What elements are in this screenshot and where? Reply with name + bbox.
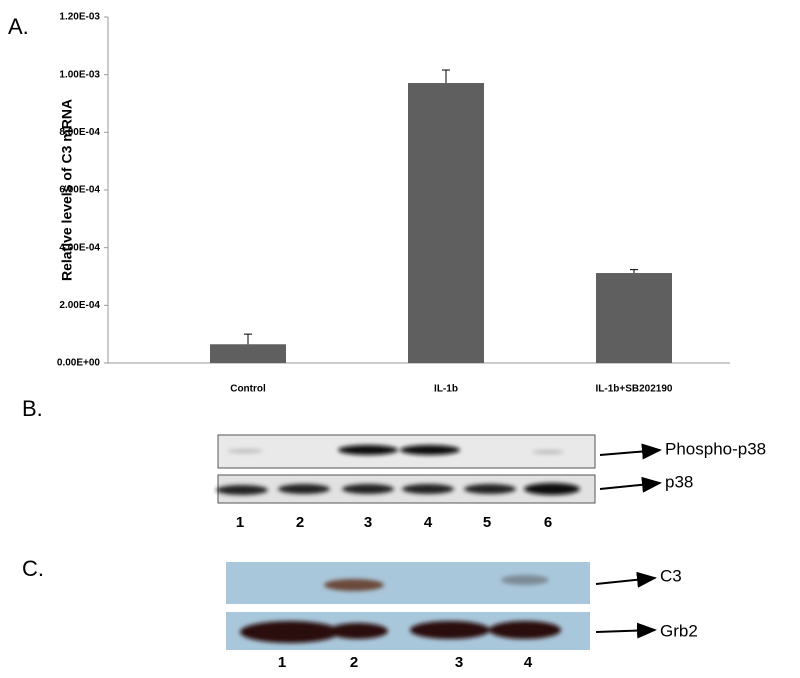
bands xyxy=(240,575,561,643)
arrow xyxy=(595,622,657,639)
bar xyxy=(210,344,286,363)
error-bar xyxy=(630,269,638,274)
bar xyxy=(596,273,672,363)
arrow xyxy=(599,443,662,460)
panel-label: C. xyxy=(22,556,44,581)
x-tick-label: IL-1b xyxy=(434,384,458,395)
lane-number: 3 xyxy=(455,654,463,671)
arrow xyxy=(595,571,657,588)
panel-label: B. xyxy=(22,396,43,421)
blot-label: Phospho-p38 xyxy=(665,439,766,458)
panel-label: A. xyxy=(8,14,29,39)
arrow xyxy=(599,476,662,493)
y-tick-label: 1.20E-03 xyxy=(59,12,100,23)
y-tick-label: 8.00E-04 xyxy=(59,127,100,138)
y-tick-label: 2.00E-04 xyxy=(59,300,100,311)
lane-number: 6 xyxy=(544,514,552,531)
x-tick-label: Control xyxy=(230,384,266,395)
error-bar xyxy=(244,333,252,345)
lane-number: 4 xyxy=(524,654,533,671)
lane-number: 4 xyxy=(424,514,433,531)
blot-label: p38 xyxy=(665,472,693,491)
bar xyxy=(408,83,484,364)
y-tick-label: 0.00E+00 xyxy=(57,358,101,369)
lane-number: 2 xyxy=(350,654,358,671)
y-tick-label: 1.00E-03 xyxy=(59,69,100,80)
x-tick-label: IL-1b+SB202190 xyxy=(596,384,673,395)
lane-number: 1 xyxy=(236,514,244,531)
bands xyxy=(216,445,580,495)
blot-label: Grb2 xyxy=(660,621,698,640)
blot-label: C3 xyxy=(660,566,682,585)
y-tick-label: 6.00E-04 xyxy=(59,185,100,196)
y-tick-label: 4.00E-04 xyxy=(59,242,100,253)
error-bar xyxy=(442,69,450,84)
lane-number: 2 xyxy=(296,514,304,531)
lane-number: 3 xyxy=(364,514,372,531)
lane-number: 1 xyxy=(278,654,286,671)
lane-number: 5 xyxy=(483,514,491,531)
y-axis-label: Relative levels of C3 mRNA xyxy=(59,99,75,281)
